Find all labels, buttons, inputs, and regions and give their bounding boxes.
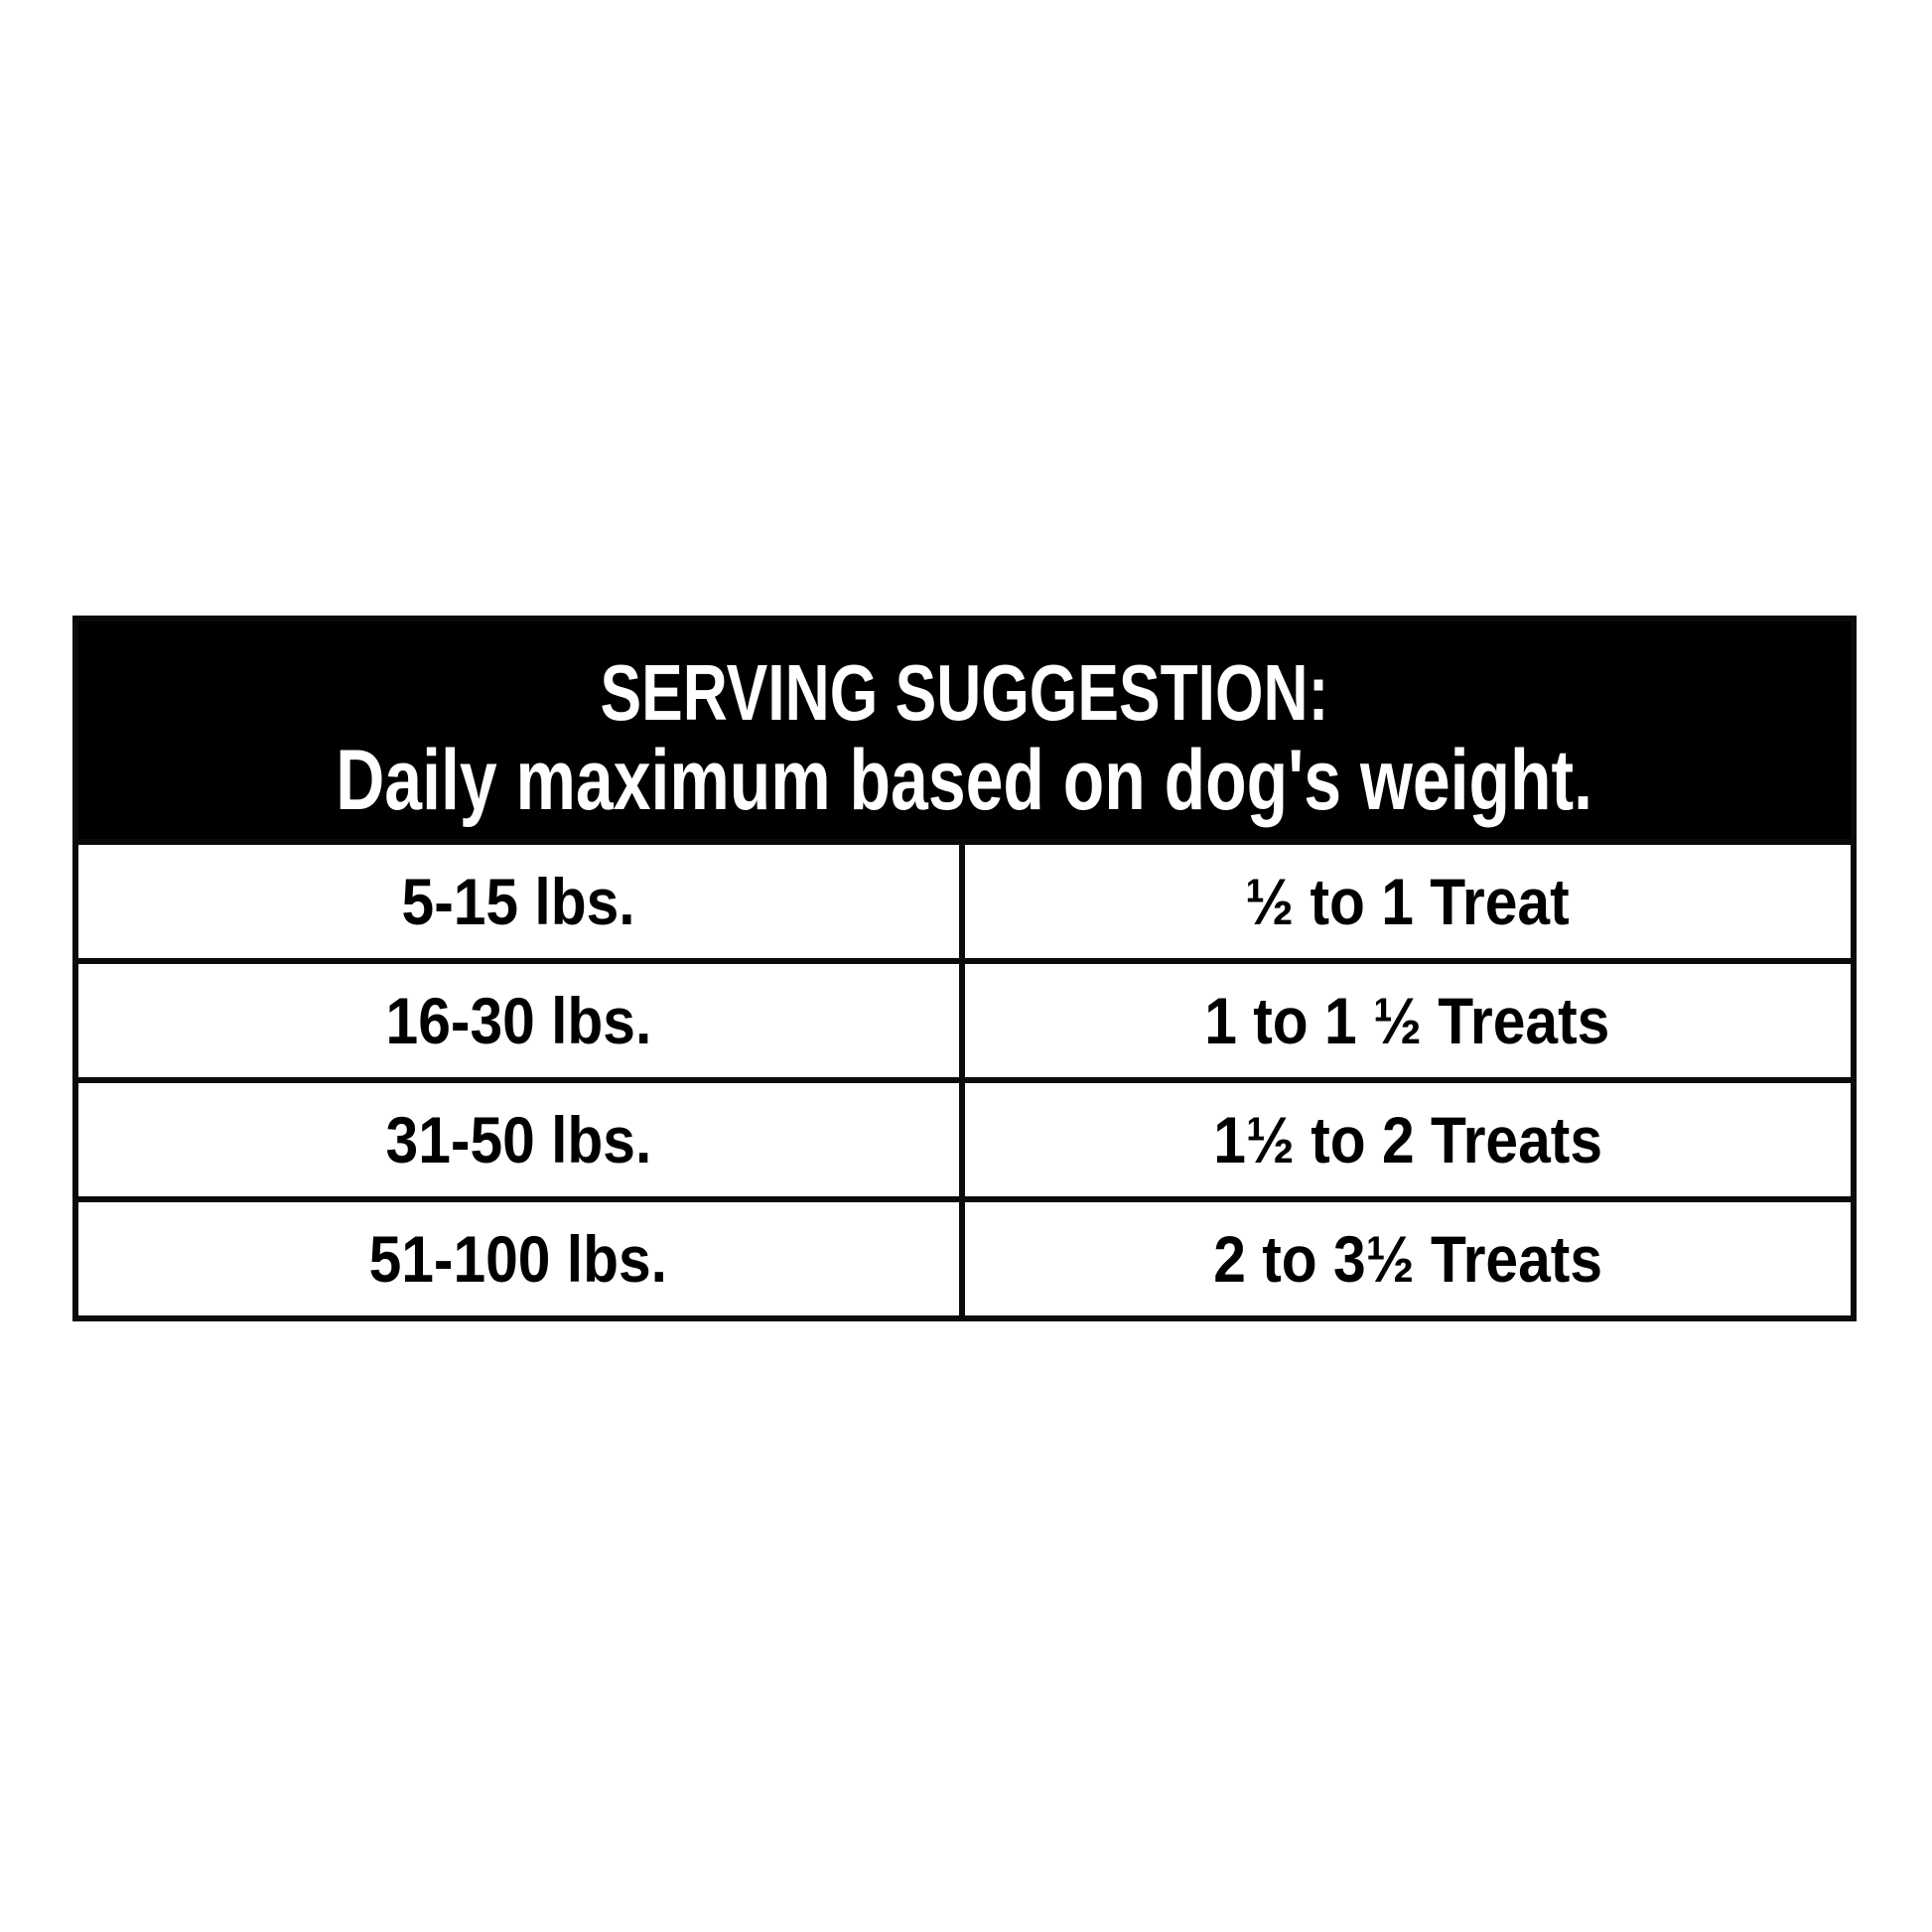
treat-serving-cell: 1 to 1 ½ Treats — [965, 964, 1852, 1077]
header-subtitle: Daily maximum based on dog's weight. — [169, 735, 1759, 826]
weight-range-cell: 5-15 lbs. — [78, 845, 965, 958]
table-row: 51-100 lbs. 2 to 3½ Treats — [78, 1196, 1851, 1315]
treat-serving-cell: ½ to 1 Treat — [965, 845, 1852, 958]
treat-serving-cell: 2 to 3½ Treats — [965, 1202, 1852, 1315]
table-row: 16-30 lbs. 1 to 1 ½ Treats — [78, 958, 1851, 1077]
weight-range-text: 31-50 lbs. — [385, 1103, 652, 1176]
serving-suggestion-table: SERVING SUGGESTION: Daily maximum based … — [72, 616, 1857, 1321]
table-row: 5-15 lbs. ½ to 1 Treat — [78, 839, 1851, 958]
weight-range-text: 5-15 lbs. — [401, 865, 635, 938]
weight-range-cell: 51-100 lbs. — [78, 1202, 965, 1315]
weight-range-cell: 16-30 lbs. — [78, 964, 965, 1077]
table-header: SERVING SUGGESTION: Daily maximum based … — [78, 621, 1851, 839]
table-row: 31-50 lbs. 1½ to 2 Treats — [78, 1077, 1851, 1196]
treat-serving-text: ½ to 1 Treat — [1245, 865, 1570, 938]
header-title-text: SERVING SUGGESTION: — [600, 648, 1329, 737]
treat-serving-text: 1 to 1 ½ Treats — [1204, 984, 1610, 1057]
treat-serving-cell: 1½ to 2 Treats — [965, 1083, 1852, 1196]
treat-serving-text: 1½ to 2 Treats — [1212, 1103, 1602, 1176]
header-title: SERVING SUGGESTION: — [497, 651, 1432, 735]
weight-range-text: 16-30 lbs. — [385, 984, 652, 1057]
weight-range-cell: 31-50 lbs. — [78, 1083, 965, 1196]
weight-range-text: 51-100 lbs. — [369, 1222, 668, 1296]
header-subtitle-text: Daily maximum based on dog's weight. — [336, 733, 1593, 828]
treat-serving-text: 2 to 3½ Treats — [1212, 1222, 1602, 1296]
